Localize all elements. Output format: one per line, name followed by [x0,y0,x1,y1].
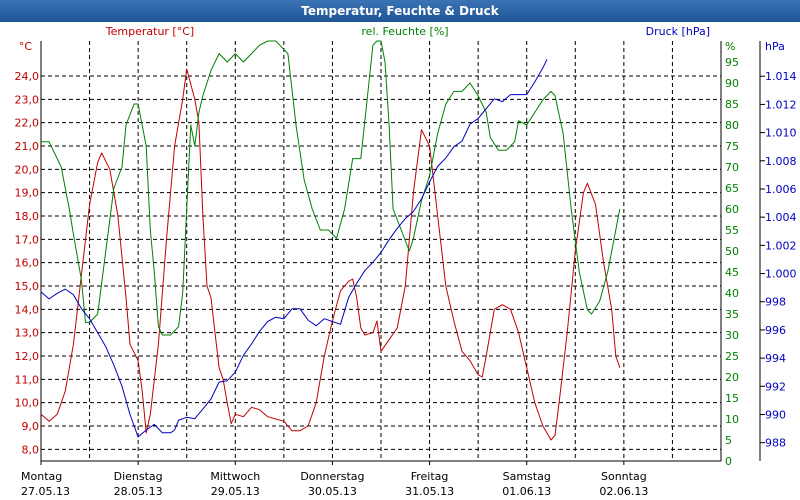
window-title: Temperatur, Feuchte & Druck [0,0,800,22]
temperature-tick-label: 9,0 [22,420,40,433]
grid [41,41,721,461]
temperature-tick-label: 20,0 [15,163,40,176]
temperature-unit: °C [19,40,33,53]
humidity-tick-label: 70 [725,161,739,174]
x-tick-date: 31.05.13 [405,485,454,498]
humidity-tick-label: 75 [725,140,739,153]
humidity-tick-label: 15 [725,392,739,405]
humidity-tick-label: 95 [725,56,739,69]
series-layer [40,40,621,441]
humidity-tick-label: 80 [725,119,739,132]
pressure-axis-title: Druck [hPa] [646,25,710,38]
x-tick-weekday: Sonntag [601,470,647,483]
temperature-tick-label: 15,0 [15,280,40,293]
pressure-tick-label: 996 [765,324,786,337]
humidity-tick-label: 35 [725,308,739,321]
x-tick-date: 02.06.13 [599,485,648,498]
temperature-tick-label: 17,0 [15,233,40,246]
temperature-tick-label: 10,0 [15,397,40,410]
x-tick-date: 29.05.13 [211,485,260,498]
temperature-tick-label: 16,0 [15,257,40,270]
temperature-tick-label: 22,0 [15,117,40,130]
pressure-tick-label: 992 [765,380,786,393]
humidity-tick-label: 90 [725,77,739,90]
humidity-tick-label: 50 [725,245,739,258]
humidity-tick-label: 85 [725,98,739,111]
series-humidity-line [41,40,621,336]
series-temperature-line [40,68,621,441]
x-tick-date: 01.06.13 [502,485,551,498]
pressure-tick-label: 1.006 [765,183,797,196]
day-labels: Montag 27.05.13 Dienstag 28.05.13 Mittwoch 29… [21,461,648,498]
temperature-tick-label: 11,0 [15,373,40,386]
humidity-unit: % [725,40,735,53]
pressure-tick-label: 1.000 [765,268,797,281]
x-tick-weekday: Samstag [503,470,551,483]
axes-frame [40,41,761,462]
pressure-tick-label: 990 [765,408,786,421]
pressure-tick-label: 988 [765,437,786,450]
pressure-tick-label: 1.010 [765,127,797,140]
humidity-tick-label: 55 [725,224,739,237]
humidity-tick-label: 45 [725,266,739,279]
pressure-tick-label: 1.008 [765,155,797,168]
humidity-tick-label: 0 [725,455,732,468]
temperature-tick-label: 8,0 [22,443,40,456]
humidity-tick-label: 60 [725,203,739,216]
temperature-tick-label: 12,0 [15,350,40,363]
humidity-axis-title: rel. Feuchte [%] [361,25,448,38]
tick-labels: 8,0 9,0 10,0 11,0 12,0 13,0 14,0 15,0 16,0 17,0 18… [15,56,797,468]
humidity-tick-label: 5 [725,434,732,447]
temperature-tick-label: 19,0 [15,187,40,200]
humidity-tick-label: 40 [725,287,739,300]
series-pressure-line [40,59,548,438]
pressure-tick-label: 1.004 [765,211,797,224]
humidity-tick-label: 25 [725,350,739,363]
x-tick-weekday: Mittwoch [210,470,260,483]
pressure-tick-label: 1.014 [765,70,797,83]
temperature-tick-label: 24,0 [15,70,40,83]
temperature-tick-label: 21,0 [15,140,40,153]
x-tick-weekday: Freitag [411,470,449,483]
pressure-tick-label: 1.002 [765,239,797,252]
temperature-tick-label: 14,0 [15,303,40,316]
temperature-tick-label: 23,0 [15,93,40,106]
temperature-axis-title: Temperatur [°C] [105,25,194,38]
humidity-tick-label: 65 [725,182,739,195]
pressure-unit: hPa [765,40,785,53]
x-tick-weekday: Donnerstag [300,470,364,483]
temperature-tick-label: 13,0 [15,327,40,340]
x-tick-date: 27.05.13 [21,485,70,498]
x-tick-date: 28.05.13 [114,485,163,498]
pressure-tick-label: 998 [765,296,786,309]
humidity-tick-label: 20 [725,371,739,384]
x-tick-date: 30.05.13 [308,485,357,498]
humidity-tick-label: 10 [725,413,739,426]
pressure-tick-label: 994 [765,352,786,365]
chart: 8,0 9,0 10,0 11,0 12,0 13,0 14,0 15,0 16,0 17,0 18… [15,25,797,498]
humidity-tick-label: 30 [725,329,739,342]
x-tick-weekday: Montag [21,470,62,483]
pressure-tick-label: 1.012 [765,98,797,111]
temperature-tick-label: 18,0 [15,210,40,223]
x-tick-weekday: Dienstag [114,470,163,483]
